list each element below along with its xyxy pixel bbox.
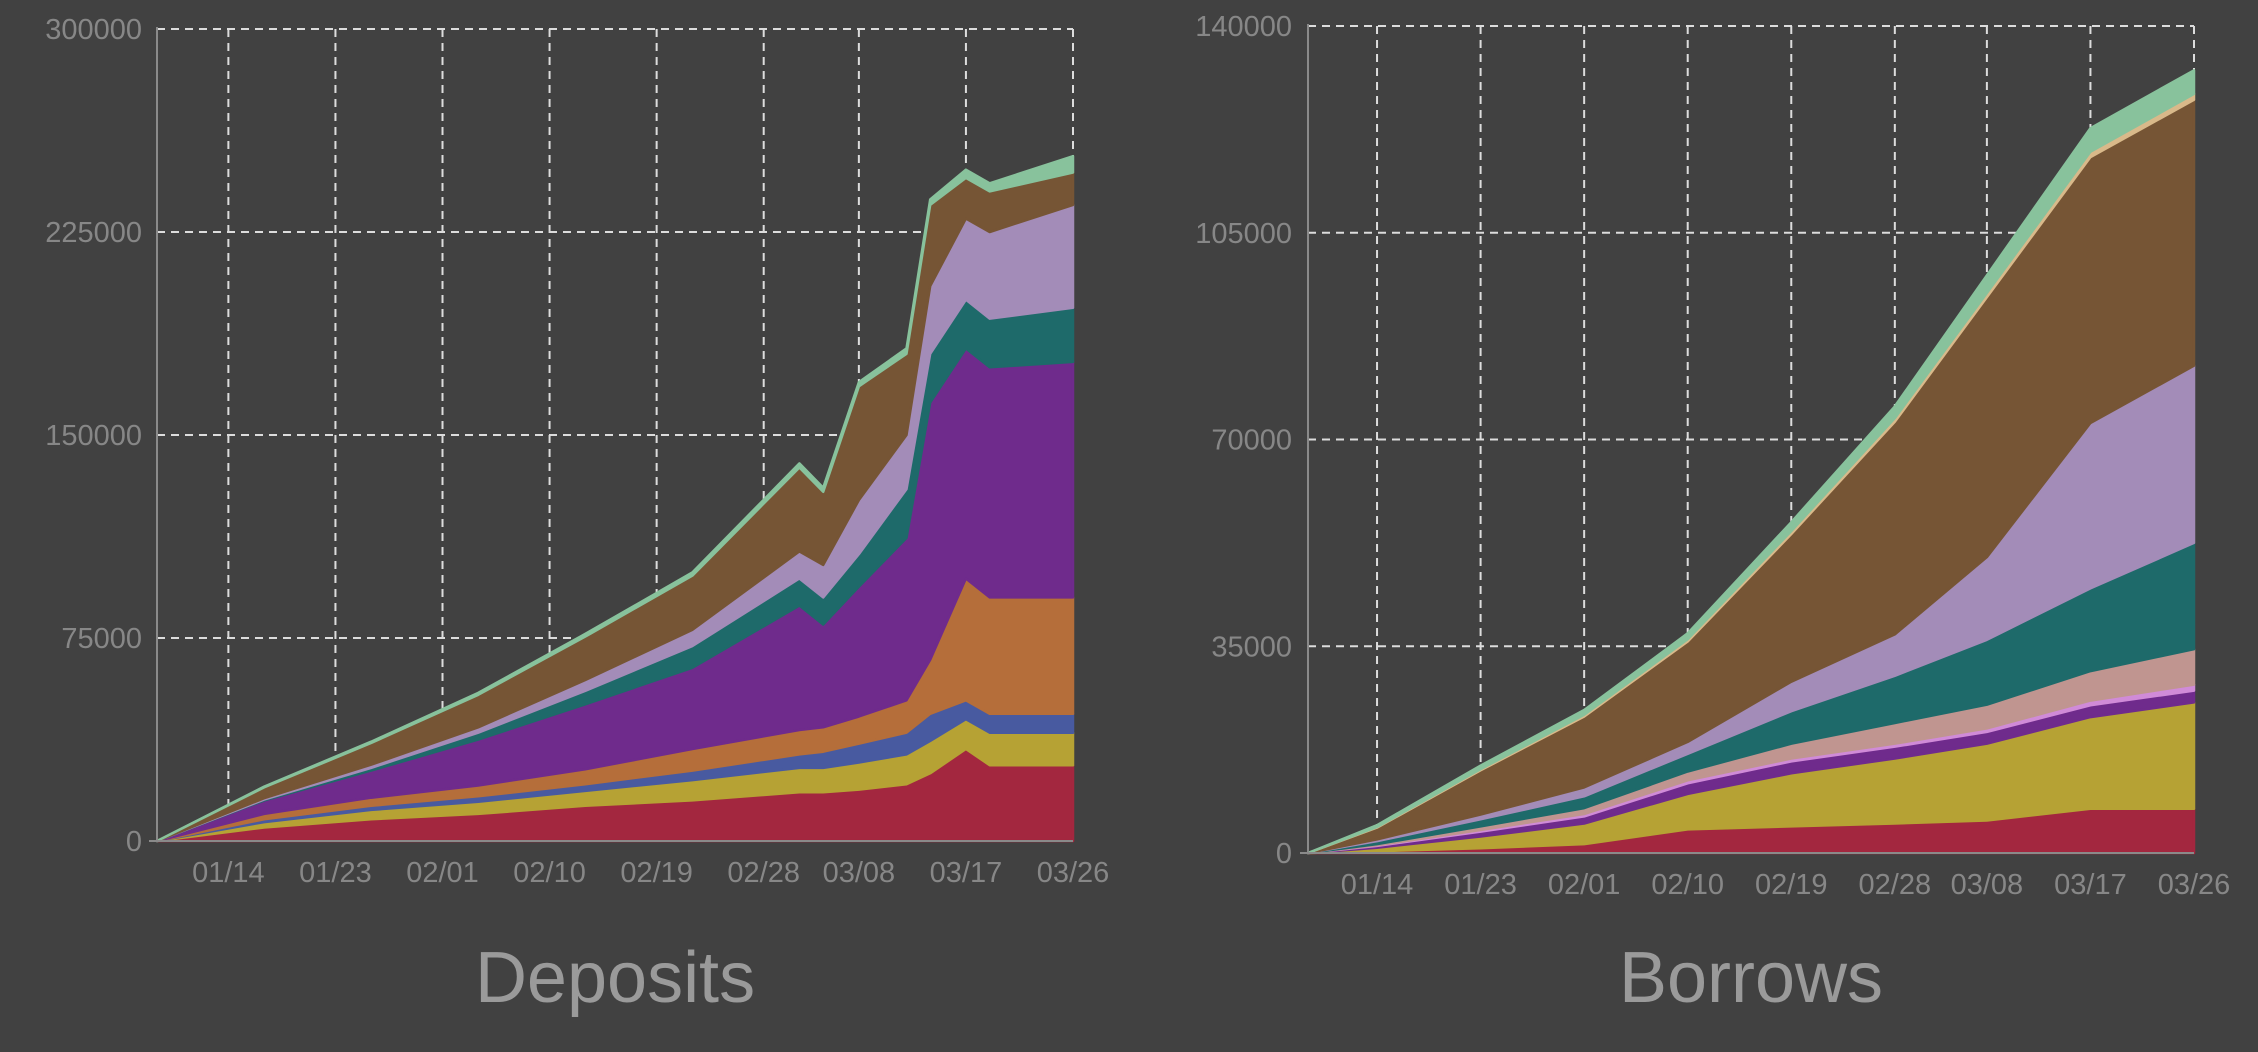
y-tick-label: 300000 (45, 14, 142, 46)
deposits-title: Deposits (475, 938, 755, 1018)
x-tick-label: 02/28 (727, 857, 800, 889)
x-tick-label: 02/19 (620, 857, 693, 889)
x-tick-label: 03/26 (2158, 869, 2231, 901)
x-tick-label: 02/01 (1548, 869, 1621, 901)
x-tick-label: 01/14 (192, 857, 265, 889)
y-tick-label: 0 (1276, 838, 1292, 870)
x-tick-label: 02/28 (1859, 869, 1932, 901)
x-tick-label: 02/19 (1755, 869, 1828, 901)
y-tick-label: 35000 (1211, 631, 1292, 663)
x-tick-label: 03/17 (2054, 869, 2127, 901)
x-tick-label: 01/14 (1341, 869, 1414, 901)
x-tick-label: 03/08 (823, 857, 896, 889)
x-tick-label: 03/26 (1037, 857, 1110, 889)
y-tick-label: 225000 (45, 217, 142, 249)
deposits-tick-labels: 0 75000 150000 225000 300000 01/14 01/23 02/01 0… (45, 14, 1109, 889)
deposits-areas (155, 154, 1075, 843)
y-tick-label: 75000 (61, 623, 142, 655)
area-series-10 (1306, 69, 2196, 855)
x-tick-label: 01/23 (1444, 869, 1517, 901)
y-tick-label: 150000 (45, 420, 142, 452)
y-tick-label: 105000 (1195, 218, 1292, 250)
borrows-areas (1306, 69, 2196, 855)
x-tick-label: 02/10 (1651, 869, 1724, 901)
y-tick-label: 0 (126, 826, 142, 858)
y-tick-label: 70000 (1211, 425, 1292, 457)
x-tick-label: 01/23 (299, 857, 372, 889)
y-tick-label: 140000 (1195, 11, 1292, 43)
deposits-chart: 0 75000 150000 225000 300000 01/14 01/23 02/01 0… (45, 14, 1109, 1018)
x-tick-label: 03/08 (1951, 869, 2024, 901)
borrows-tick-labels: 0 35000 70000 105000 140000 01/14 01/23 02/01 02… (1195, 11, 2230, 901)
borrows-axes (1300, 24, 2194, 854)
x-tick-label: 02/10 (513, 857, 586, 889)
borrows-chart: 0 35000 70000 105000 140000 01/14 01/23 02/01 02… (1195, 11, 2230, 1018)
x-tick-label: 03/17 (930, 857, 1003, 889)
deposits-axes (149, 27, 1073, 842)
borrows-title: Borrows (1619, 938, 1883, 1018)
area-series-9 (155, 154, 1075, 843)
x-tick-label: 02/01 (406, 857, 479, 889)
